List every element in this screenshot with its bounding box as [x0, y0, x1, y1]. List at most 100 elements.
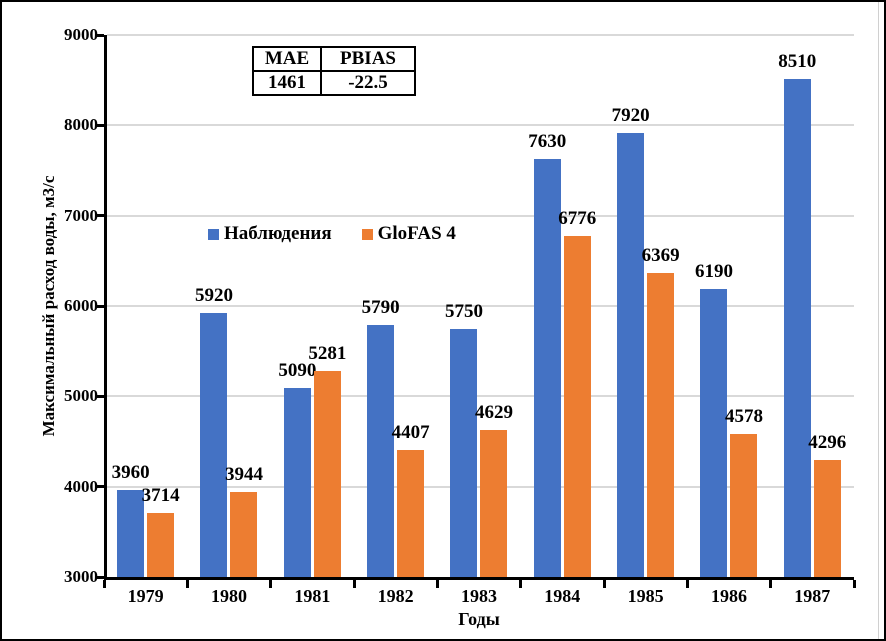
bar-Наблюдения-1979: 3960	[112, 463, 150, 577]
x-axis-tick-4	[435, 580, 439, 588]
x-axis-tick-0	[102, 580, 106, 588]
legend-item-glofas: GloFAS 4	[361, 223, 456, 245]
y-tick-label-4000: 4000	[64, 476, 98, 496]
bar-plot-area: 3960 3714 5920 3944 5090 5281 5790 4407 5750 4629…	[104, 35, 854, 577]
legend: Наблюдения GloFAS 4	[208, 223, 456, 245]
bar-GloFAS 4-1981: 5281	[308, 344, 346, 577]
y-axis-tick-6000	[95, 304, 104, 308]
stats-table: MAE PBIAS 1461 -22.5	[252, 46, 416, 96]
legend-label-glofas: GloFAS 4	[377, 223, 456, 244]
bar-group-1987: 8510 4296	[771, 35, 854, 577]
x-axis-tick-8	[769, 580, 773, 588]
x-axis-tick-6	[602, 580, 606, 588]
bar-group-1981: 5090 5281	[271, 35, 354, 577]
bar-Наблюдения-1985: 7920	[612, 106, 650, 577]
bar-Наблюдения-1984: 7630	[528, 132, 566, 577]
bar-group-1985: 7920 6369	[604, 35, 687, 577]
bar-GloFAS 4-1983: 4629	[475, 403, 513, 577]
bar-group-1984: 7630 6776	[521, 35, 604, 577]
x-category-label-1983: 1983	[460, 586, 497, 606]
bar-value-label: 7920	[611, 104, 650, 126]
x-axis-tick-1	[185, 580, 189, 588]
x-category-label-1986: 1986	[710, 586, 747, 606]
bar-GloFAS 4-1984: 6776	[558, 209, 596, 577]
bar-value-label: 4629	[474, 401, 513, 423]
bar-value-label: 6190	[694, 260, 733, 282]
x-axis-line	[104, 577, 854, 580]
y-tick-label-8000: 8000	[64, 115, 98, 135]
y-tick-label-7000: 7000	[64, 205, 98, 225]
bar-value-label: 5281	[308, 342, 347, 364]
y-axis-tick-3000	[95, 575, 104, 579]
bar-value-label: 4407	[391, 421, 430, 443]
bar-value-label: 5090	[278, 360, 317, 382]
y-gridline-7000	[107, 214, 854, 217]
x-axis-tick-9	[852, 580, 856, 588]
bar-group-1980: 5920 3944	[187, 35, 270, 577]
y-tick-label-6000: 6000	[64, 296, 98, 315]
bar-Наблюдения-1980: 5920	[195, 286, 233, 577]
bar-group-1979: 3960 3714	[104, 35, 187, 577]
bar-GloFAS 4-1979: 3714	[142, 486, 180, 577]
y-gridline-5000	[107, 395, 854, 398]
x-axis-tick-5	[519, 580, 523, 588]
y-axis-tick-7000	[95, 214, 104, 218]
x-axis-title: Годы	[458, 609, 500, 629]
x-axis-category-labels: 1979 1980 1981 1982 1983 1984 1985 1986 1987	[104, 586, 854, 607]
y-axis-tick-5000	[95, 394, 104, 398]
bar-GloFAS 4-1980: 3944	[225, 465, 263, 577]
bar-GloFAS 4-1985: 6369	[642, 246, 680, 577]
stats-table-value-row: 1461 -22.5	[252, 70, 416, 96]
bar-group-1983: 5750 4629	[437, 35, 520, 577]
y-tick-label-9000: 9000	[64, 25, 98, 44]
bar-Наблюдения-1987: 8510	[778, 52, 816, 577]
legend-swatch-glofas	[361, 228, 373, 240]
bar-value-label: 6776	[558, 207, 597, 229]
x-category-label-1981: 1981	[294, 586, 331, 606]
stats-value-mae: 1461	[252, 70, 322, 96]
x-category-label-1985: 1985	[627, 586, 664, 606]
y-axis-tick-8000	[95, 123, 104, 127]
figure-right-border-line	[878, 2, 879, 639]
y-gridline-8000	[107, 124, 854, 127]
bar-value-label: 5750	[444, 300, 483, 322]
legend-item-observations: Наблюдения	[208, 223, 332, 245]
bar-Наблюдения-1986: 6190	[695, 262, 733, 577]
x-axis-tick-7	[685, 580, 689, 588]
bar-value-label: 5790	[361, 296, 400, 318]
x-category-label-1984: 1984	[544, 586, 581, 606]
bar-Наблюдения-1981: 5090	[278, 361, 316, 577]
bar-GloFAS 4-1982: 4407	[392, 423, 430, 577]
bar-GloFAS 4-1987: 4296	[808, 433, 846, 577]
y-tick-label-3000: 3000	[64, 567, 98, 586]
x-category-label-1987: 1987	[794, 586, 831, 606]
x-category-label-1979: 1979	[127, 586, 164, 606]
y-gridline-6000	[107, 305, 854, 307]
bar-value-label: 6369	[641, 244, 680, 266]
stats-value-pbias: -22.5	[320, 70, 416, 96]
bar-value-label: 8510	[778, 51, 817, 73]
x-category-label-1982: 1982	[377, 586, 414, 606]
stats-table-header-row: MAE PBIAS	[252, 46, 416, 72]
y-axis-tick-4000	[95, 485, 104, 489]
bar-GloFAS 4-1986: 4578	[725, 407, 763, 577]
x-axis-tick-2	[269, 580, 273, 588]
bar-group-1982: 5790 4407	[354, 35, 437, 577]
y-tick-label-5000: 5000	[64, 386, 98, 406]
bar-value-label: 4296	[808, 431, 847, 453]
bar-value-label: 5920	[194, 285, 233, 307]
bar-value-label: 3944	[224, 463, 263, 485]
y-gridline-9000	[107, 34, 854, 36]
legend-label-observations: Наблюдения	[224, 223, 332, 244]
bar-Наблюдения-1982: 5790	[362, 298, 400, 577]
x-category-label-1980: 1980	[210, 586, 247, 606]
bar-group-1986: 6190 4578	[687, 35, 770, 577]
x-axis-tick-3	[352, 580, 356, 588]
bar-Наблюдения-1983: 5750	[445, 302, 483, 577]
bar-value-label: 4578	[724, 406, 763, 428]
bar-value-label: 7630	[528, 130, 567, 152]
bar-value-label: 3714	[141, 484, 180, 506]
y-axis-tick-9000	[95, 33, 104, 37]
stats-header-pbias: PBIAS	[320, 46, 416, 72]
